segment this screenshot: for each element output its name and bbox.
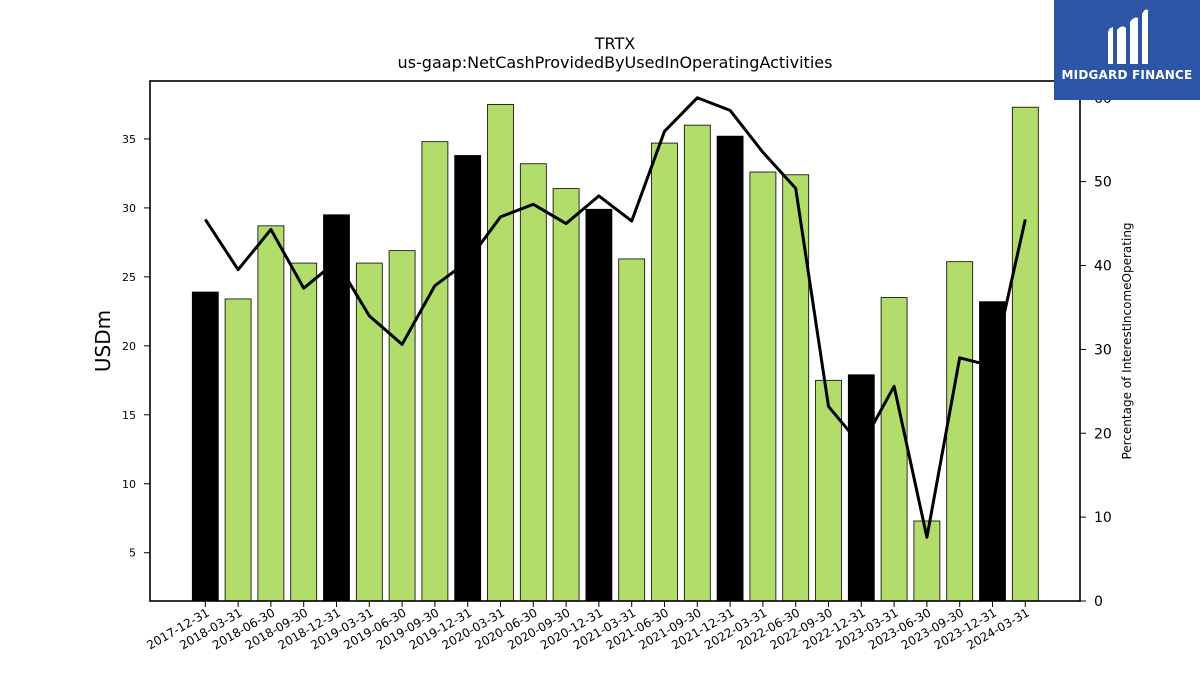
bar bbox=[421, 141, 449, 602]
y2-tick-label: 0 bbox=[1094, 594, 1103, 610]
bar bbox=[519, 163, 547, 602]
bar bbox=[487, 104, 514, 602]
bar bbox=[749, 171, 777, 602]
y2-tick-label: 30 bbox=[1094, 342, 1112, 358]
bar bbox=[683, 124, 711, 602]
percentage-line bbox=[204, 96, 1027, 539]
bar bbox=[257, 225, 285, 602]
y2-tick-label: 40 bbox=[1094, 259, 1112, 275]
y-tick-label: 35 bbox=[122, 133, 136, 146]
chart-title: TRTX bbox=[594, 34, 636, 53]
y2-tick-label: 50 bbox=[1094, 175, 1112, 191]
bar bbox=[191, 291, 219, 602]
y-tick-label: 30 bbox=[122, 202, 136, 215]
plot-frame bbox=[149, 80, 1081, 602]
y2-axis: 0102030405060 bbox=[1080, 91, 1112, 610]
y-axis: 5 10 15 20 25 30 35 bbox=[122, 133, 150, 560]
bar bbox=[651, 142, 678, 602]
y-tick-label: 15 bbox=[122, 409, 136, 422]
y2-axis-label: Percentage of InterestIncomeOperating bbox=[1120, 222, 1134, 459]
midgard-finance-logo: MIDGARD FINANCE bbox=[1054, 0, 1200, 100]
bar bbox=[1011, 106, 1039, 602]
bars-group bbox=[191, 104, 1039, 602]
bar bbox=[880, 297, 908, 602]
chart-subtitle: us-gaap:NetCashProvidedByUsedInOperating… bbox=[398, 53, 833, 72]
y-tick-label: 10 bbox=[122, 478, 136, 491]
bar bbox=[815, 379, 842, 602]
y2-tick-label: 20 bbox=[1094, 426, 1112, 442]
bar bbox=[388, 250, 416, 602]
bar bbox=[585, 208, 613, 602]
bar bbox=[323, 214, 350, 602]
bar bbox=[355, 262, 383, 602]
y-axis-label: USDm bbox=[91, 310, 115, 372]
y-tick-label: 25 bbox=[122, 271, 136, 284]
x-axis: 2017-12-312018-03-312018-06-302018-09-30… bbox=[144, 601, 1032, 652]
y2-tick-label: 10 bbox=[1094, 510, 1112, 526]
logo-text: MIDGARD FINANCE bbox=[1061, 68, 1193, 82]
bar bbox=[847, 374, 875, 602]
bar bbox=[716, 135, 744, 602]
bar bbox=[552, 188, 580, 602]
bar bbox=[946, 261, 974, 602]
y-tick-label: 5 bbox=[129, 547, 136, 560]
bar bbox=[290, 262, 318, 602]
midgard-logo-icon bbox=[1108, 9, 1148, 64]
bar bbox=[979, 301, 1006, 602]
bar bbox=[618, 258, 646, 602]
bar bbox=[454, 155, 482, 602]
y-tick-label: 20 bbox=[122, 340, 136, 353]
bar bbox=[224, 298, 252, 602]
bar bbox=[782, 174, 810, 602]
line-group bbox=[204, 96, 1027, 539]
